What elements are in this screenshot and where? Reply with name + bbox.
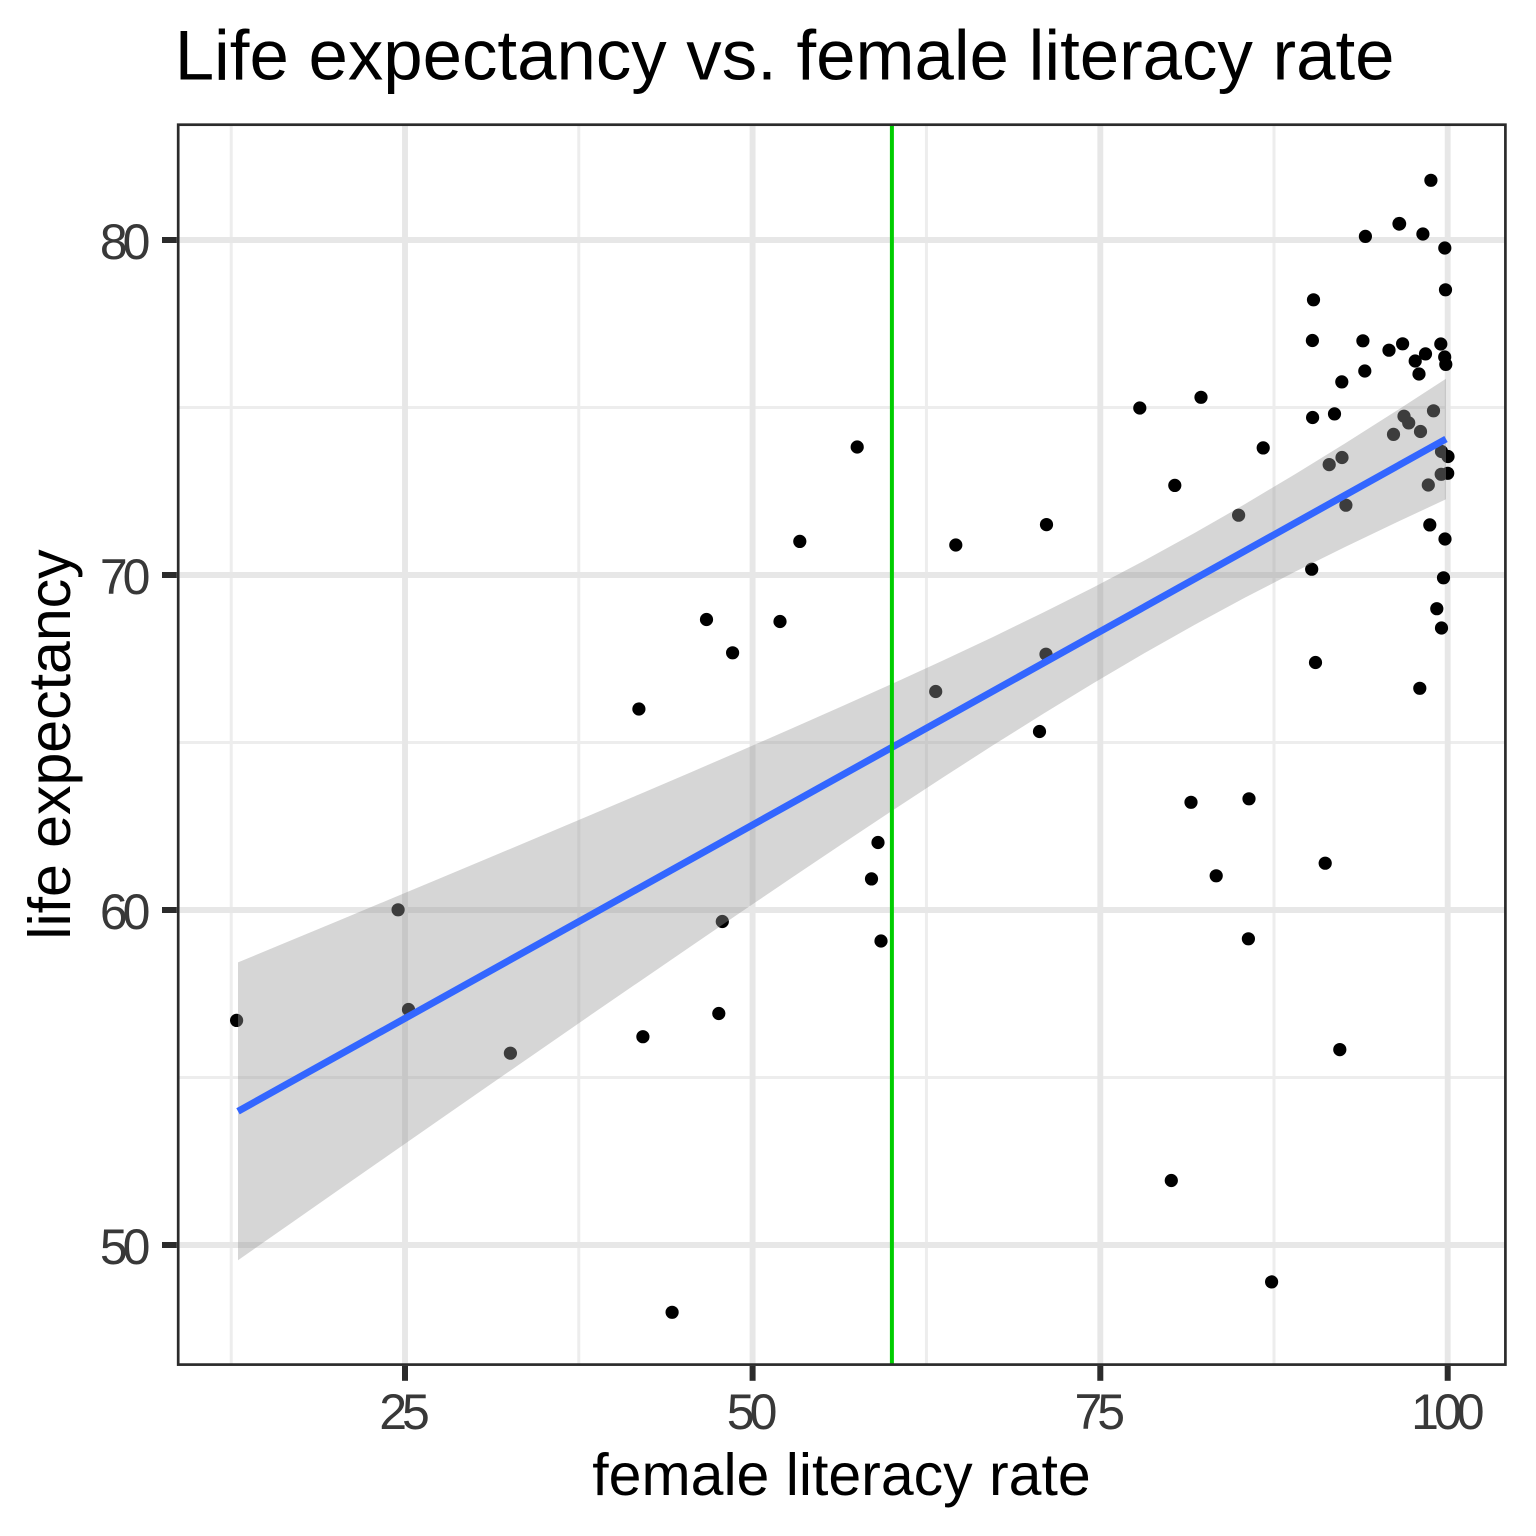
svg-text:female literacy rate: female literacy rate <box>592 1442 1090 1508</box>
svg-text:life expectancy: life expectancy <box>17 549 83 940</box>
svg-text:100: 100 <box>1411 1384 1483 1440</box>
svg-text:75: 75 <box>1074 1384 1123 1440</box>
svg-text:60: 60 <box>100 884 149 940</box>
svg-text:Life expectancy vs. female lit: Life expectancy vs. female literacy rate <box>175 17 1395 96</box>
svg-text:80: 80 <box>100 214 149 270</box>
svg-text:50: 50 <box>727 1384 776 1440</box>
svg-text:25: 25 <box>379 1384 428 1440</box>
svg-text:70: 70 <box>100 549 149 605</box>
svg-text:50: 50 <box>100 1219 149 1275</box>
